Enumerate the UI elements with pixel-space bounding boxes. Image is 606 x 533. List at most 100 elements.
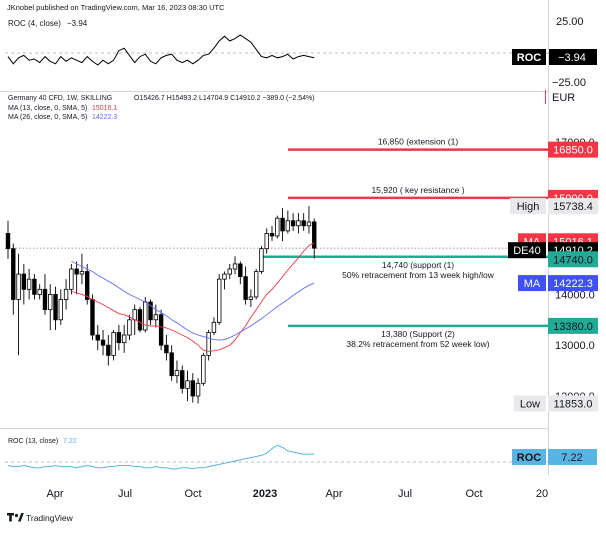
roc4-pane: ROC (4, close) −3.94 25.00 −25.00 ROC −3…: [5, 16, 597, 89]
candle[interactable]: [164, 335, 169, 361]
support2-level-title: 13,380 (Support (2): [381, 329, 455, 339]
ma13-line[interactable]: [71, 242, 315, 352]
candle[interactable]: [227, 263, 232, 280]
candle[interactable]: [269, 225, 275, 242]
candle[interactable]: [137, 307, 143, 333]
candle[interactable]: [100, 329, 106, 356]
main-legend: Germany 40 CFD, 1W, SKILLING O15426.7 H1…: [8, 95, 315, 121]
ma26-badge-value: 14222.3: [553, 278, 593, 290]
roc13-legend-label: ROC (13, close): [8, 438, 58, 445]
candle[interactable]: [248, 289, 254, 308]
time-axis[interactable]: Apr Jul Oct 2023 Apr Jul Oct 20: [46, 488, 548, 500]
candle-body: [148, 301, 153, 321]
candle[interactable]: [69, 263, 74, 295]
candle[interactable]: [32, 274, 37, 300]
candle[interactable]: [63, 279, 69, 310]
candle[interactable]: [90, 294, 95, 341]
candle[interactable]: [185, 370, 190, 402]
candle[interactable]: [26, 269, 32, 300]
candle[interactable]: [290, 213, 296, 231]
candle[interactable]: [285, 210, 291, 234]
candle[interactable]: [232, 256, 238, 275]
candle[interactable]: [148, 299, 153, 325]
candle[interactable]: [238, 261, 243, 285]
candle[interactable]: [301, 213, 306, 231]
candle-body: [90, 299, 95, 336]
time-tick-jul-2023: Jul: [398, 488, 412, 500]
support1-level-title: 14,740 (support (1): [382, 260, 454, 270]
high-badge-value: 15738.4: [553, 201, 593, 213]
extension-level-title: 16,850 (extension (1): [378, 137, 458, 147]
candle[interactable]: [216, 274, 222, 325]
time-tick-apr: Apr: [46, 488, 63, 500]
ma13-legend-label: MA (13, close, 0, SMA, 5): [8, 105, 87, 112]
low-badge-value: 11853.0: [554, 399, 593, 411]
candle-body: [216, 278, 222, 323]
candle[interactable]: [111, 329, 116, 361]
currency-label: EUR: [552, 92, 575, 104]
candle-body: [227, 268, 232, 275]
candle[interactable]: [95, 324, 100, 351]
candle[interactable]: [312, 218, 317, 259]
candle-body: [243, 276, 248, 300]
candle[interactable]: [306, 206, 312, 234]
candle[interactable]: [53, 286, 58, 330]
price-badges: 16850.0 15900.0 High 15738.4 MA 15016.1 …: [508, 141, 598, 412]
candle[interactable]: [243, 266, 248, 305]
ma26-line[interactable]: [71, 260, 315, 341]
candle[interactable]: [222, 271, 227, 290]
candle[interactable]: [190, 373, 195, 403]
candle[interactable]: [174, 360, 180, 384]
candle[interactable]: [11, 243, 16, 315]
candle[interactable]: [37, 284, 42, 300]
candle[interactable]: [16, 253, 21, 356]
candle-body: [259, 248, 264, 272]
candle[interactable]: [206, 329, 211, 361]
support2-badge: 13380.0: [548, 317, 598, 334]
support2-badge-text: 13380.0: [553, 321, 593, 333]
candle[interactable]: [169, 345, 174, 381]
candle[interactable]: [211, 317, 217, 336]
candle[interactable]: [296, 213, 301, 234]
candle[interactable]: [153, 304, 159, 328]
candle[interactable]: [259, 246, 264, 275]
candle[interactable]: [280, 208, 285, 242]
candle[interactable]: [85, 263, 90, 305]
time-tick-oct: Oct: [184, 488, 201, 500]
candle[interactable]: [42, 274, 48, 315]
price-tick: 13000.0: [555, 340, 595, 352]
candle-body: [232, 263, 238, 270]
roc4-axis-top: 25.00: [556, 16, 584, 28]
candle[interactable]: [48, 284, 53, 330]
candle[interactable]: [264, 228, 269, 254]
ma26-badge-label: MA: [524, 278, 541, 290]
candles[interactable]: [5, 206, 317, 404]
candle-body: [85, 271, 90, 300]
candle[interactable]: [201, 352, 206, 386]
candle[interactable]: [5, 220, 11, 259]
candle[interactable]: [106, 335, 111, 366]
candle[interactable]: [180, 365, 185, 394]
roc4-line: [7, 34, 315, 66]
candle[interactable]: [74, 261, 79, 295]
candle[interactable]: [253, 269, 259, 300]
ma26-legend-value: 14222.3: [92, 114, 117, 121]
candle[interactable]: [195, 378, 201, 404]
candle[interactable]: [21, 263, 27, 305]
candle[interactable]: [116, 324, 122, 351]
candle[interactable]: [79, 253, 85, 285]
candle-body: [158, 314, 164, 346]
candle[interactable]: [127, 314, 132, 341]
time-tick-2023: 2023: [253, 488, 277, 500]
candle-body: [42, 288, 48, 311]
candle[interactable]: [275, 215, 280, 239]
candle[interactable]: [58, 289, 63, 325]
candle[interactable]: [121, 324, 127, 353]
candle[interactable]: [158, 309, 164, 351]
candle-body: [16, 273, 21, 300]
tradingview-logo[interactable]: TradingView: [7, 513, 74, 523]
ma26-badge: MA 14222.3: [518, 275, 598, 292]
